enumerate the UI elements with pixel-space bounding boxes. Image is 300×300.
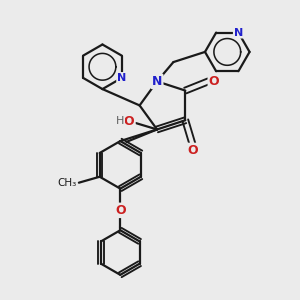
Text: CH₃: CH₃ bbox=[57, 178, 76, 188]
Text: N: N bbox=[234, 28, 243, 38]
Text: H: H bbox=[116, 116, 124, 126]
Text: N: N bbox=[117, 73, 126, 83]
Text: O: O bbox=[115, 204, 126, 217]
Text: O: O bbox=[187, 144, 198, 157]
Text: O: O bbox=[124, 115, 134, 128]
Text: O: O bbox=[209, 75, 219, 88]
Text: N: N bbox=[152, 75, 162, 88]
